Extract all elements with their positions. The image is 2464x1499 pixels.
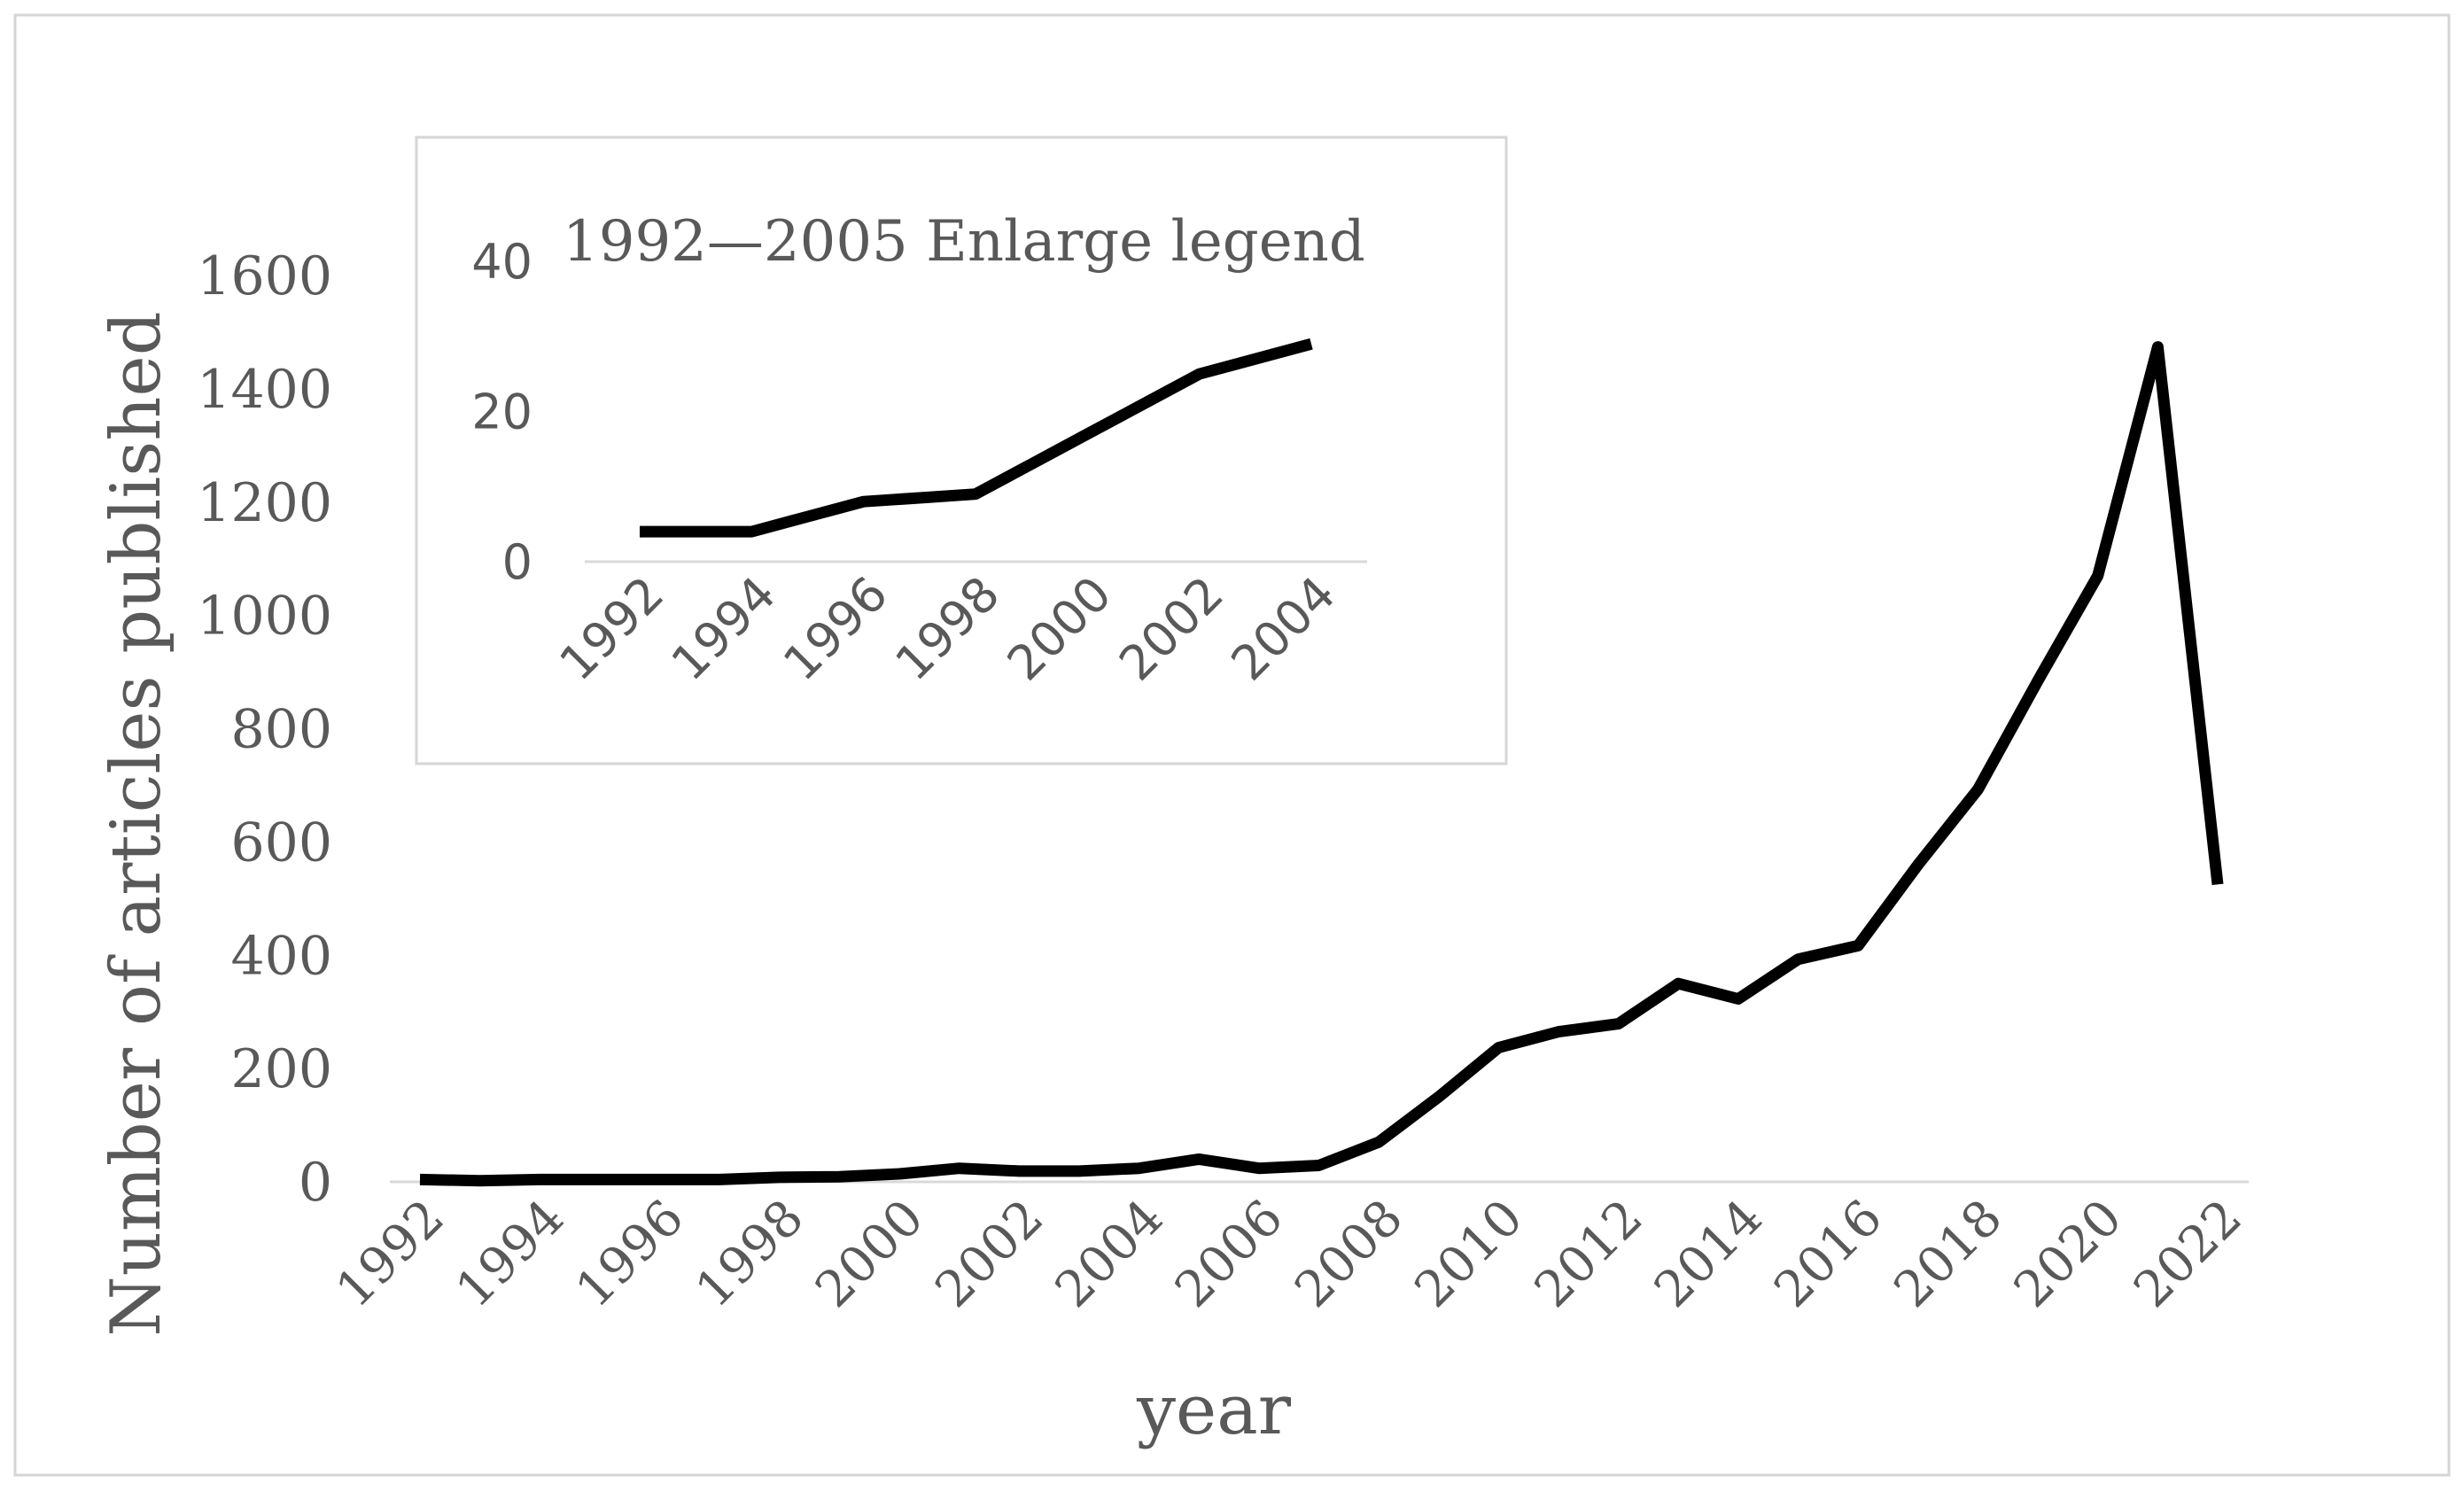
main-data-point [2036,679,2040,682]
inset-y-tick-label: 40 [471,234,532,290]
main-data-point [1017,1169,1021,1173]
main-y-tick-label: 1200 [197,472,332,534]
main-y-tick-label: 1400 [197,359,332,421]
inset-data-point [1254,357,1257,361]
main-data-point [837,1175,841,1178]
inset-data-point [918,496,921,500]
main-y-tick-label: 0 [299,1152,332,1214]
main-data-point [2156,346,2159,349]
main-data-point [1257,1167,1261,1170]
inset-data-point [862,500,866,503]
inset-data-point [1310,342,1313,346]
inset-y-tick-labels: 0 20 40 [471,234,532,590]
main-data-point [1318,1163,1321,1167]
main-y-tick-label: 400 [230,925,332,987]
inset-data-point [638,530,641,533]
main-data-point [1737,997,1740,1000]
main-data-point [1676,982,1680,985]
inset-data-point [1142,402,1146,406]
main-data-point [538,1177,541,1181]
main-y-tick-labels: 0 200 400 600 800 1000 1200 1400 1600 [197,245,332,1214]
main-data-point [1856,944,1860,947]
main-data-point [1377,1140,1380,1144]
inset-title: 1992—2005 Enlarge legend [563,209,1365,275]
inset-y-tick-label: 0 [502,534,532,590]
main-data-point [1437,1095,1441,1099]
main-data-point [1557,1030,1560,1034]
main-data-point [1077,1169,1081,1173]
inset-series-line [640,338,1313,538]
main-data-point [1976,788,1979,791]
main-y-tick-label: 1600 [197,245,332,307]
main-y-tick-label: 200 [230,1038,332,1100]
main-y-axis-label: Number of articles published [97,311,176,1336]
main-data-point [958,1167,961,1170]
main-y-tick-label: 800 [230,699,332,761]
inset-data-point [750,530,753,533]
main-data-point [658,1177,662,1181]
main-y-tick-label: 600 [230,812,332,874]
inset-data-point [974,493,977,496]
main-data-point [778,1176,781,1179]
main-data-point [598,1177,602,1181]
main-data-point [418,1177,422,1181]
main-data-point [2216,882,2219,886]
main-data-point [478,1179,482,1183]
main-data-point [1496,1045,1500,1049]
inset-data-point [1085,432,1089,436]
main-series-line [419,341,2224,1187]
main-data-point [1797,958,1800,961]
main-x-axis-label: year [1136,1371,1292,1450]
main-data-point [718,1177,721,1181]
main-y-tick-label: 1000 [197,586,332,648]
inset-y-tick-label: 20 [471,384,532,439]
inset-data-point [694,530,697,533]
main-data-point [1617,1022,1621,1026]
inset-frame [415,136,1508,765]
inset-data-point [1030,462,1033,466]
main-data-point [1916,863,1920,866]
main-data-point [2096,574,2100,578]
main-data-point [1197,1157,1201,1161]
inset-data-point [806,515,810,518]
inset-data-point [1198,372,1201,376]
main-data-point [898,1172,901,1176]
main-data-point [1138,1167,1141,1170]
